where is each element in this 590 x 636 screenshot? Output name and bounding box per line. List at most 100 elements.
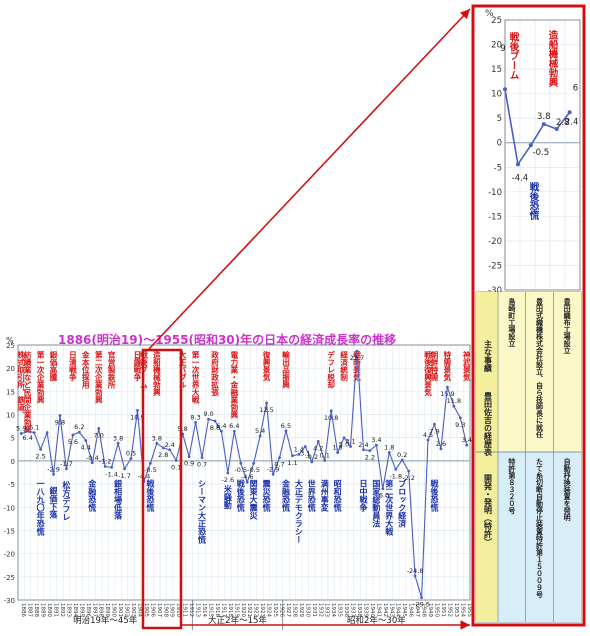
inset-y-tick-label: 25 bbox=[491, 16, 502, 26]
main-data-point bbox=[103, 465, 107, 468]
main-data-point bbox=[387, 451, 391, 454]
main-year-label: 1889 bbox=[40, 603, 46, 617]
main-data-label: 0.7 bbox=[274, 461, 284, 469]
main-year-label: 1954 bbox=[459, 603, 465, 617]
main-year-label: 1953 bbox=[453, 603, 459, 617]
main-year-label: 1927 bbox=[285, 603, 291, 617]
main-data-point bbox=[71, 433, 75, 437]
inset-annotation: 戦後恐慌 bbox=[528, 181, 540, 221]
main-data-point bbox=[258, 434, 262, 438]
main-data-label: 10.9 bbox=[130, 413, 144, 421]
main-data-point bbox=[439, 447, 443, 451]
main-data-point bbox=[374, 443, 378, 447]
main-year-label: 1901 bbox=[117, 603, 123, 617]
bust-annotation: 大正デモクラシー bbox=[294, 478, 303, 543]
main-year-label: 1936 bbox=[343, 603, 349, 617]
main-data-label: -6.0 bbox=[376, 492, 389, 500]
main-data-point bbox=[52, 472, 55, 476]
main-data-label: -0.5 bbox=[234, 466, 247, 474]
inset-data-label: 9 bbox=[500, 44, 505, 54]
inset-annotation: 戦後ブーム bbox=[508, 31, 520, 79]
main-data-point bbox=[161, 446, 165, 450]
main-year-label: 1946 bbox=[408, 603, 414, 617]
main-data-label: 1.1 bbox=[287, 459, 297, 467]
main-data-labels: 5.96.46.12.5-2.99.8-1.75.66.24.4-0.47.0-… bbox=[16, 354, 472, 609]
main-y-tick-label: -10 bbox=[4, 504, 15, 512]
main-year-label: 1932 bbox=[317, 603, 323, 617]
bust-annotation: 国家総動員法 bbox=[371, 478, 381, 528]
main-data-label: 6.4 bbox=[23, 434, 33, 442]
bust-annotation: 一八九〇年恐慌 bbox=[35, 479, 45, 536]
main-year-label: 1950 bbox=[433, 603, 439, 617]
main-data-point bbox=[26, 429, 30, 433]
main-data-point bbox=[336, 451, 340, 454]
bust-annotation: シーマン大正恐慌 bbox=[198, 479, 207, 544]
main-year-label: 1934 bbox=[330, 603, 336, 617]
main-data-point bbox=[400, 458, 404, 462]
main-y-tick-label: -15 bbox=[4, 527, 15, 535]
boom-annotation: 銀価高騰 bbox=[49, 350, 58, 383]
bust-annotation: 金融恐慌 bbox=[87, 478, 97, 512]
main-year-label: 1905 bbox=[143, 603, 149, 617]
main-y-tick-label: 10 bbox=[6, 412, 15, 420]
boom-annotation: 第一次世界大戦 bbox=[191, 350, 200, 405]
main-data-point bbox=[129, 457, 133, 460]
boom-annotation: 第二次企業勃興 bbox=[94, 350, 103, 405]
main-year-label: 1929 bbox=[298, 603, 304, 617]
main-year-label: 1916 bbox=[214, 603, 220, 617]
main-data-point bbox=[368, 449, 372, 453]
main-data-label: 5.8 bbox=[177, 425, 187, 433]
boom-annotation: 株式取引所、鉄道、 bbox=[16, 350, 25, 419]
main-year-label: 1951 bbox=[440, 603, 446, 617]
main-year-label: 1914 bbox=[201, 603, 207, 617]
inset-data-point bbox=[503, 87, 507, 92]
inset-data-point bbox=[567, 110, 572, 115]
main-data-label: 3.8 bbox=[113, 434, 123, 442]
main-data-point bbox=[446, 385, 449, 389]
main-y-tick-label: 20 bbox=[6, 365, 15, 373]
main-data-label: 3.1 bbox=[345, 438, 355, 446]
main-year-label: 1949 bbox=[427, 603, 433, 617]
main-y-tick-label: -5 bbox=[8, 481, 15, 489]
main-data-point bbox=[58, 414, 62, 417]
main-data-label: -0.5 bbox=[247, 466, 260, 474]
main-year-label: 1910 bbox=[175, 603, 181, 617]
main-data-point bbox=[220, 429, 223, 433]
main-data-label: -1.2 bbox=[99, 457, 112, 465]
main-data-point bbox=[194, 421, 197, 424]
main-data-label: -4.6 bbox=[241, 473, 254, 481]
main-data-point bbox=[297, 453, 301, 456]
main-year-label: 1918 bbox=[227, 603, 233, 617]
main-year-label: 1893 bbox=[65, 603, 71, 617]
main-data-label: 1.8 bbox=[384, 444, 394, 452]
main-year-label: 1897 bbox=[91, 603, 97, 617]
main-data-point bbox=[84, 439, 88, 442]
main-year-label: 1907 bbox=[156, 603, 162, 617]
main-data-point bbox=[284, 429, 288, 433]
main-data-point bbox=[123, 467, 126, 471]
inset-y-tick-label: -20 bbox=[488, 237, 502, 247]
inset-plot-frame bbox=[504, 19, 581, 291]
main-data-label: 3.8 bbox=[152, 434, 162, 442]
bust-annotation: 震災恐慌 bbox=[261, 478, 271, 512]
main-y-tick-label: -25 bbox=[4, 574, 15, 582]
main-data-label: 7.0 bbox=[94, 431, 104, 439]
main-year-label: 1938 bbox=[356, 603, 362, 617]
main-data-point bbox=[45, 431, 49, 435]
main-y-tick-label: 5 bbox=[11, 435, 15, 443]
main-data-label: 4.5 bbox=[423, 431, 433, 439]
main-data-label: 2.8 bbox=[158, 451, 168, 459]
inset-data-point bbox=[541, 122, 546, 127]
main-year-label: 1952 bbox=[446, 603, 452, 617]
main-data-point bbox=[207, 417, 210, 421]
main-data-label: 4.4 bbox=[81, 444, 91, 452]
bust-annotation: 戦後恐慌 bbox=[145, 478, 155, 512]
main-data-label: -0.5 bbox=[144, 466, 157, 474]
boom-annotation: 政府財政拡張 bbox=[210, 350, 219, 398]
main-data-point bbox=[426, 438, 430, 442]
main-year-label: 1926 bbox=[279, 603, 285, 617]
main-year-label: 1948 bbox=[421, 603, 427, 617]
main-data-point bbox=[342, 436, 346, 440]
inset-annotation: 造船機械勃興 bbox=[547, 29, 559, 88]
